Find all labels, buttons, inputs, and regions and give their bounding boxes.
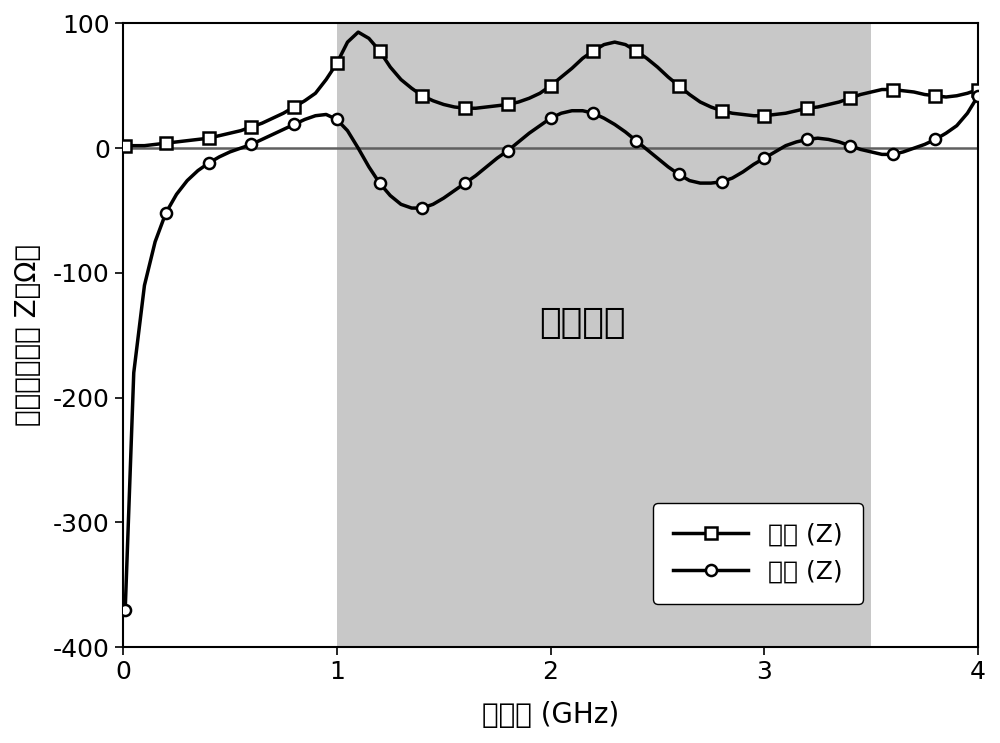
实部 (Z)	[865, 88, 877, 97]
Legend: 实部 (Z), 虚部 (Z): 实部 (Z), 虚部 (Z)	[653, 503, 863, 603]
实部 (Z)	[822, 100, 834, 109]
Text: 工作频段: 工作频段	[539, 306, 626, 340]
Line: 实部 (Z): 实部 (Z)	[120, 27, 984, 152]
实部 (Z)	[972, 85, 984, 94]
虚部 (Z)	[855, 145, 867, 154]
实部 (Z)	[758, 111, 770, 120]
虚部 (Z)	[887, 150, 899, 159]
X-axis label: 频　率 (GHz): 频 率 (GHz)	[482, 701, 619, 729]
虚部 (Z)	[972, 91, 984, 100]
虚部 (Z)	[812, 134, 824, 143]
实部 (Z)	[598, 40, 610, 49]
虚部 (Z)	[748, 160, 760, 169]
实部 (Z)	[119, 141, 131, 150]
实部 (Z)	[897, 86, 909, 95]
实部 (Z)	[662, 73, 674, 82]
Y-axis label: 天线输出阻抗 Z（Ω）: 天线输出阻抗 Z（Ω）	[14, 244, 42, 426]
虚部 (Z)	[651, 154, 663, 163]
实部 (Z)	[352, 27, 364, 36]
Line: 虚部 (Z): 虚部 (Z)	[120, 90, 984, 615]
虚部 (Z)	[587, 108, 599, 117]
Bar	[337, 23, 871, 647]
虚部 (Z)	[119, 606, 131, 614]
